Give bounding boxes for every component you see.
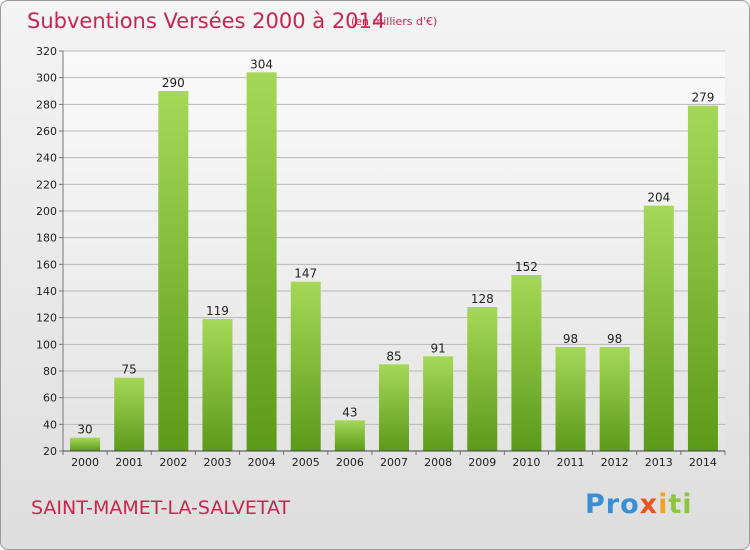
bar-2012 <box>599 347 630 451</box>
bars <box>70 72 718 452</box>
data-labels: 30 75 290 119 304 147 43 85 91 128 152 98 98 204 279 <box>77 57 714 436</box>
bar-2001 <box>114 377 145 451</box>
x-tick-label: 2009 <box>468 456 496 469</box>
data-label: 152 <box>515 260 538 274</box>
bar-2013 <box>643 205 674 451</box>
y-tick-label: 160 <box>36 258 57 271</box>
data-label: 128 <box>471 292 494 306</box>
y-tick-label: 260 <box>36 125 57 138</box>
bar-2002 <box>158 91 189 451</box>
data-label: 98 <box>607 332 622 346</box>
x-tick-label: 2003 <box>203 456 231 469</box>
commune-name: SAINT-MAMET-LA-SALVETAT <box>31 497 291 519</box>
x-tick-label: 2001 <box>115 456 143 469</box>
data-label: 75 <box>122 363 137 377</box>
data-label: 119 <box>206 304 229 318</box>
y-tick-label: 80 <box>43 365 57 378</box>
data-label: 204 <box>647 191 670 205</box>
y-tick-label: 180 <box>36 232 57 245</box>
y-axis: 20 40 60 80 100 120 140 160 180 200 220 240 260 280 30… <box>36 45 63 458</box>
data-label: 290 <box>162 76 185 90</box>
y-tick-label: 240 <box>36 152 57 165</box>
y-tick-label: 40 <box>43 418 57 431</box>
data-label: 43 <box>342 405 357 419</box>
x-tick-label: 2002 <box>159 456 187 469</box>
x-tick-label: 2007 <box>380 456 408 469</box>
x-tick-label: 2014 <box>689 456 717 469</box>
bar-2004 <box>246 72 277 451</box>
data-label: 85 <box>386 349 401 363</box>
y-tick-label: 20 <box>43 445 57 458</box>
bar-2005 <box>290 281 321 451</box>
y-tick-label: 200 <box>36 205 57 218</box>
y-tick-label: 300 <box>36 72 57 85</box>
x-tick-label: 2010 <box>512 456 540 469</box>
bar-2008 <box>423 356 454 451</box>
proxiti-logo: Proxiti <box>585 489 693 520</box>
data-label: 147 <box>294 267 317 281</box>
y-tick-label: 280 <box>36 98 57 111</box>
y-tick-label: 60 <box>43 392 57 405</box>
data-label: 279 <box>691 91 714 105</box>
y-tick-label: 220 <box>36 178 57 191</box>
x-tick-label: 2013 <box>645 456 673 469</box>
bar-2014 <box>687 105 718 452</box>
chart-title: Subventions Versées 2000 à 2014 <box>27 9 386 33</box>
bar-2000 <box>70 437 101 451</box>
x-tick-label: 2012 <box>601 456 629 469</box>
y-tick-label: 120 <box>36 312 57 325</box>
x-axis: 2000 2001 2002 2003 2004 2005 2006 2007 2008 2009… <box>62 451 726 469</box>
data-label: 30 <box>77 423 92 437</box>
bar-2007 <box>378 364 410 451</box>
data-label: 98 <box>563 332 578 346</box>
x-tick-label: 2005 <box>292 456 320 469</box>
bar-2003 <box>202 319 233 451</box>
bar-2011 <box>555 347 586 451</box>
bar-2006 <box>334 420 365 451</box>
x-tick-label: 2011 <box>557 456 585 469</box>
x-tick-label: 2000 <box>71 456 99 469</box>
x-tick-label: 2008 <box>424 456 452 469</box>
data-label: 304 <box>250 57 273 71</box>
y-tick-label: 320 <box>36 45 57 58</box>
y-tick-label: 140 <box>36 285 57 298</box>
chart-subtitle: (en milliers d'€) <box>351 15 438 28</box>
y-tick-label: 100 <box>36 338 57 351</box>
x-tick-label: 2004 <box>248 456 276 469</box>
bar-2010 <box>511 275 542 451</box>
x-tick-label: 2006 <box>336 456 364 469</box>
data-label: 91 <box>430 341 445 355</box>
bar-2009 <box>467 307 498 451</box>
